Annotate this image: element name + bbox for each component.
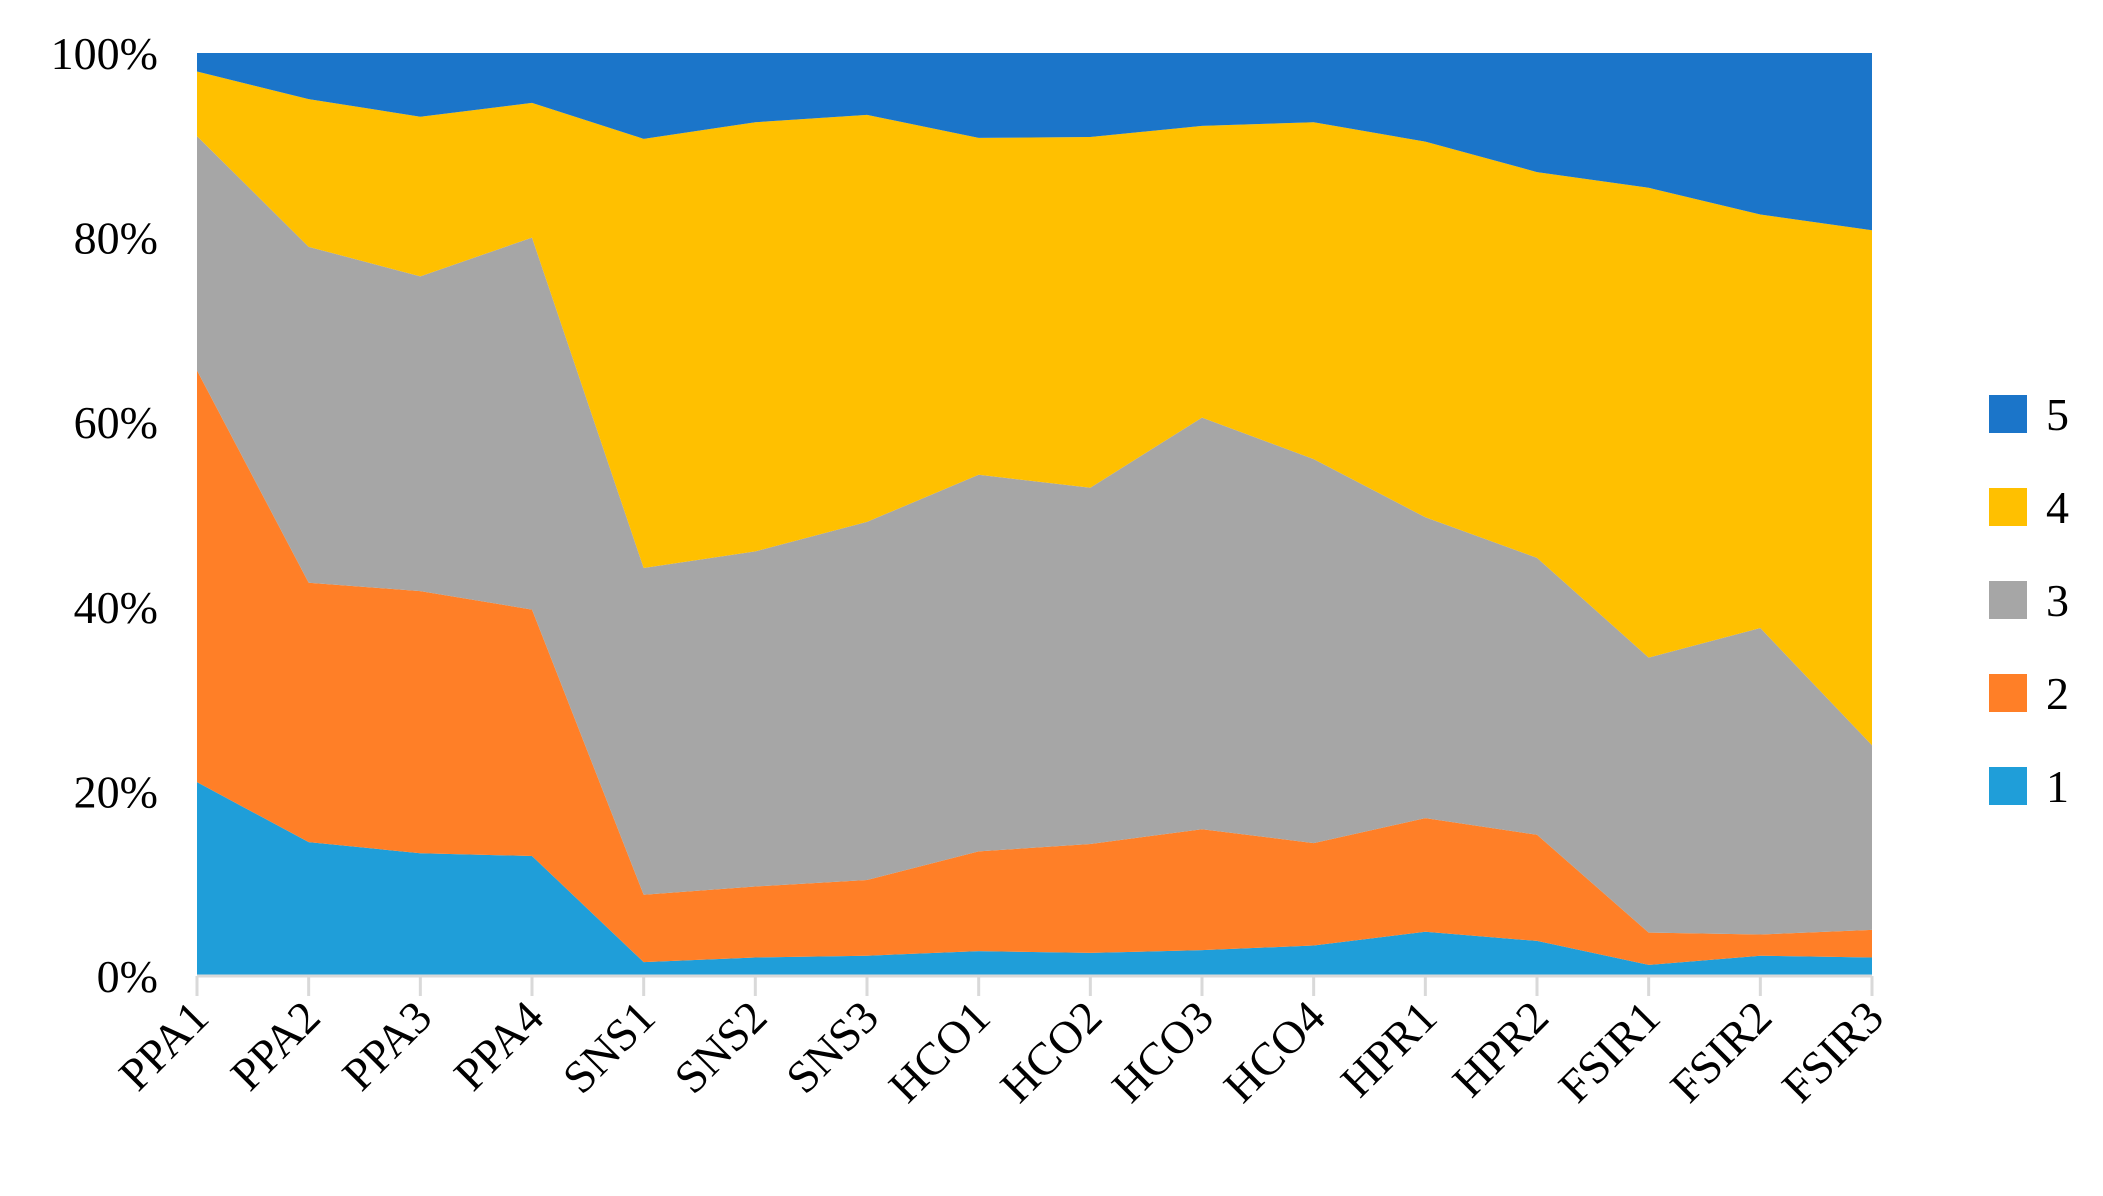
x-tick-labels: PPA1 PPA2 PPA3 PPA4 SNS1 SNS2 SNS3HCO1HCO2HCO3…: [109, 991, 1893, 1112]
x-tick-label: SNS3: [776, 991, 888, 1103]
x-tick-label: HCO3: [1102, 991, 1223, 1112]
legend-swatch-2: [1989, 674, 2027, 712]
area-series-4: [197, 71, 1872, 746]
legend-label-1: 1: [2046, 761, 2069, 812]
area-series-group: [197, 53, 1872, 976]
y-tick-label: 80%: [74, 213, 158, 264]
legend-swatch-4: [1989, 488, 2027, 526]
y-tick-label: 0%: [97, 951, 158, 1002]
x-tick-label: HCO1: [879, 991, 1000, 1112]
x-tick-label: FSIR2: [1660, 991, 1781, 1112]
area-series-5: [197, 53, 1872, 231]
y-tick-label: 40%: [74, 582, 158, 633]
area-series-2: [197, 370, 1872, 965]
x-tick-label: SNS2: [664, 991, 776, 1103]
x-tick-label: FSIR1: [1549, 991, 1670, 1112]
x-tick-label: HCO2: [990, 991, 1111, 1112]
legend-label-4: 4: [2046, 482, 2069, 533]
legend-swatch-5: [1989, 395, 2027, 433]
x-tick-label: PPA2: [221, 991, 330, 1100]
y-tick-labels: 0% 20% 40% 60% 80% 100%: [51, 28, 158, 1002]
legend-label-3: 3: [2046, 575, 2069, 626]
x-tick-label: PPA1: [109, 991, 218, 1100]
x-tick-label: HPR1: [1331, 991, 1447, 1107]
x-tick-label: SNS1: [553, 991, 665, 1103]
x-tick-label: PPA3: [332, 991, 441, 1100]
legend-swatch-3: [1989, 581, 2027, 619]
y-tick-label: 20%: [74, 766, 158, 817]
x-tick-label: HPR2: [1442, 991, 1558, 1107]
y-tick-label: 60%: [74, 397, 158, 448]
legend-label-5: 5: [2046, 389, 2069, 440]
legend-label-2: 2: [2046, 668, 2069, 719]
x-tick-label: PPA4: [444, 991, 553, 1100]
legend-swatch-1: [1989, 767, 2027, 805]
x-tick-label: FSIR3: [1772, 991, 1893, 1112]
axes-group: [195, 974, 1874, 996]
y-tick-label: 100%: [51, 28, 158, 79]
legend: 5 4 3 2 1: [1989, 389, 2069, 812]
area-series-1: [197, 782, 1872, 976]
x-tick-label: HCO4: [1214, 991, 1335, 1112]
area-series-3: [197, 136, 1872, 935]
